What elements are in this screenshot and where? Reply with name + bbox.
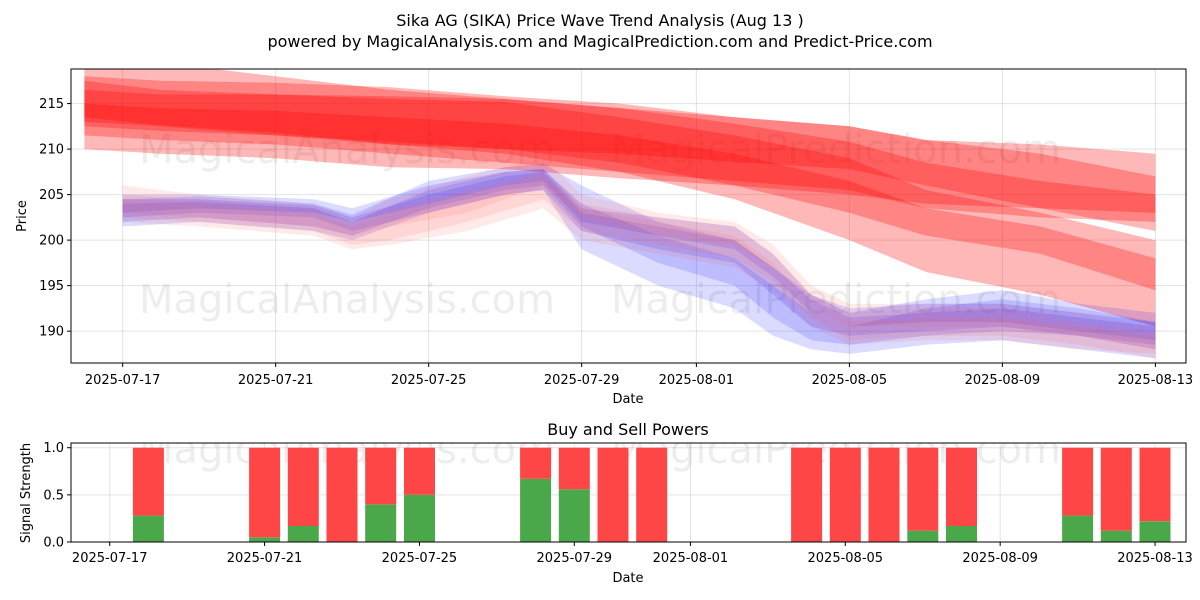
buy-sell-x-tick-label: 2025-08-01: [653, 551, 729, 566]
buy-sell-x-tick-label: 2025-07-21: [227, 551, 303, 566]
price-x-tick-label: 2025-08-05: [812, 373, 888, 388]
buy-bar: [287, 526, 319, 542]
sell-bar: [287, 447, 319, 526]
buy-sell-y-tick-label: 0.0: [43, 536, 64, 551]
watermark-analysis: MagicalAnalysis.com: [139, 127, 555, 173]
watermark-analysis-2: MagicalAnalysis.com: [139, 277, 555, 323]
price-x-label: Date: [612, 392, 643, 407]
buy-sell-y-ticks: 0.0 0.5 1.0: [43, 441, 71, 551]
wave-band-1-2: [122, 171, 1156, 345]
buy-sell-y-tick-label: 0.5: [43, 488, 64, 503]
buy-bar: [520, 478, 552, 542]
wave-band-1-0: [122, 163, 1156, 359]
sell-bar: [946, 447, 977, 526]
sell-bar: [829, 447, 861, 542]
buy-bar: [946, 526, 977, 542]
wave-band-2-0: [122, 171, 1156, 359]
buy-sell-x-tick-label: 2025-07-25: [382, 551, 458, 566]
buy-sell-plot-frame: [70, 442, 1187, 543]
price-y-tick-label: 190: [39, 325, 64, 340]
wave-band-1-3: [122, 169, 1156, 341]
buy-sell-x-label: Date: [612, 571, 643, 586]
price-plot-frame: [70, 68, 1187, 364]
sell-bar: [132, 447, 164, 516]
wave-band-0-4: [84, 103, 1156, 291]
price-x-ticks: 2025-07-17 2025-07-21 2025-07-25 2025-07-29…: [85, 363, 1193, 388]
buy-bar: [365, 504, 397, 542]
price-x-tick-label: 2025-08-09: [965, 373, 1041, 388]
price-y-tick-label: 210: [39, 143, 64, 158]
sell-bar: [404, 447, 435, 495]
buy-bar: [907, 530, 939, 542]
wave-band-2-2: [122, 176, 1156, 354]
price-bands: [84, 69, 1156, 359]
wave-band-0-1: [84, 89, 1156, 222]
buy-sell-x-tick-label: 2025-07-17: [72, 551, 148, 566]
buy-sell-y-label: Signal Strength: [19, 443, 34, 543]
price-y-tick-label: 200: [39, 234, 64, 249]
price-y-tick-label: 215: [39, 97, 64, 112]
price-watermarks: MagicalAnalysis.com MagicalPrediction.co…: [139, 127, 1061, 323]
price-grid: [71, 69, 1186, 363]
price-y-tick-label: 195: [39, 279, 64, 294]
buy-sell-bars: [132, 447, 1171, 542]
sell-bar: [791, 447, 823, 542]
price-y-ticks: 190 195 200 205 210 215: [39, 97, 71, 340]
sell-bar: [597, 447, 629, 542]
watermark-prediction: MagicalPrediction.com: [611, 127, 1061, 173]
sell-bar: [326, 447, 358, 542]
price-x-tick-label: 2025-07-29: [544, 373, 620, 388]
buy-bar: [249, 537, 281, 542]
chart-subtitle: powered by MagicalAnalysis.com and Magic…: [267, 32, 932, 51]
sell-bar: [1062, 447, 1094, 516]
price-x-tick-label: 2025-07-21: [238, 373, 314, 388]
buy-bar: [404, 494, 435, 542]
wave-band-0-0: [84, 76, 1156, 231]
sell-bar: [249, 447, 281, 538]
buy-sell-x-ticks: 2025-07-17 2025-07-21 2025-07-25 2025-07-29…: [72, 542, 1193, 566]
sell-bar: [1100, 447, 1132, 531]
buy-sell-x-tick-label: 2025-07-29: [537, 551, 613, 566]
buy-sell-y-tick-label: 1.0: [43, 441, 64, 456]
sell-bar: [520, 447, 552, 479]
buy-sell-x-tick-label: 2025-08-09: [962, 551, 1038, 566]
chart-title: Sika AG (SIKA) Price Wave Trend Analysis…: [396, 11, 803, 30]
wave-band-0-2: [84, 69, 1156, 213]
sell-bar: [365, 447, 397, 505]
buy-bar: [132, 515, 164, 542]
buy-sell-panel: Buy and Sell Powers MagicalAnalysis.com …: [19, 420, 1193, 586]
buy-bar: [558, 489, 590, 542]
sell-bar: [558, 447, 590, 490]
buy-sell-x-tick-label: 2025-08-05: [808, 551, 884, 566]
price-y-tick-label: 205: [39, 188, 64, 203]
sell-bar: [1139, 447, 1171, 522]
sell-bar: [636, 447, 668, 542]
sell-bar: [868, 447, 900, 542]
buy-bar: [1100, 530, 1132, 542]
price-x-tick-label: 2025-07-25: [391, 373, 467, 388]
price-y-label: Price: [15, 200, 30, 232]
price-x-tick-label: 2025-08-13: [1118, 373, 1194, 388]
buy-sell-title: Buy and Sell Powers: [547, 420, 709, 439]
watermark-prediction-2: MagicalPrediction.com: [611, 277, 1061, 323]
buy-sell-x-tick-label: 2025-08-13: [1117, 551, 1193, 566]
price-x-tick-label: 2025-08-01: [659, 373, 735, 388]
wave-band-2-1: [122, 158, 1156, 350]
price-x-tick-label: 2025-07-17: [85, 373, 161, 388]
buy-bar: [1139, 521, 1171, 542]
price-wave-panel: MagicalAnalysis.com MagicalPrediction.co…: [15, 68, 1193, 407]
buy-bar: [1062, 515, 1094, 542]
wave-band-1-1: [122, 169, 1156, 350]
sell-bar: [907, 447, 939, 531]
wave-band-0-3: [84, 80, 1156, 327]
